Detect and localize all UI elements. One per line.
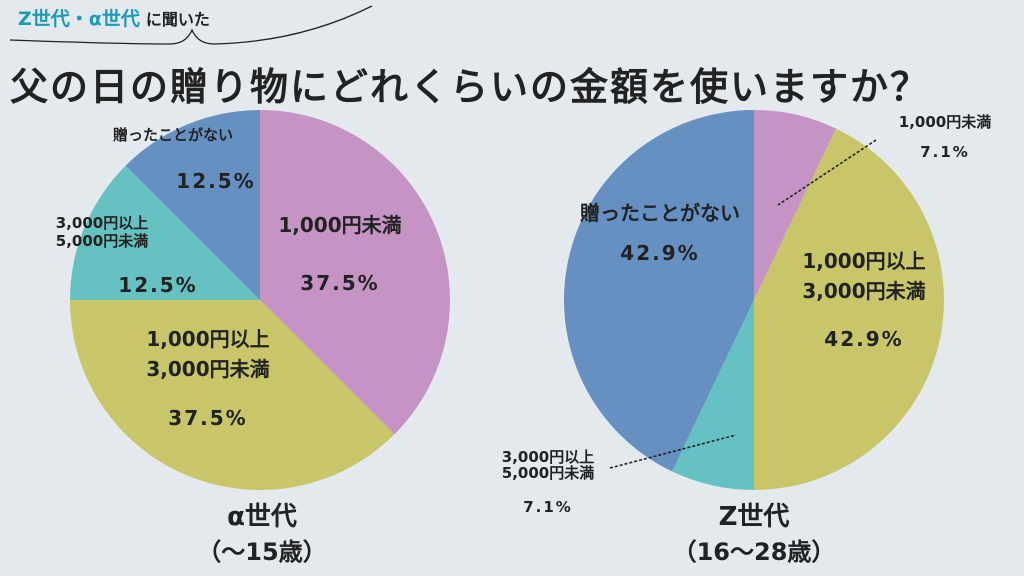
pie-slice-0-3	[125, 110, 260, 300]
slice-label-0-2: 5,000円未満	[56, 232, 148, 250]
pie-slice-1-2	[672, 300, 754, 490]
leader-line-1-0	[777, 139, 877, 206]
pie-slice-1-0	[754, 110, 836, 300]
slice-label-0-3: 贈ったことがない	[113, 126, 233, 144]
slice-label-1-1: 3,000円未満	[802, 279, 925, 303]
subtitle-underline	[9, 5, 373, 45]
slice-value-0-3: 12.5%	[176, 169, 255, 193]
slice-label-1-3: 贈ったことがない	[580, 201, 740, 225]
slice-label-1-1: 1,000円以上	[802, 249, 925, 273]
slice-value-0-0: 37.5%	[300, 271, 379, 295]
pie-slice-0-2	[70, 165, 260, 300]
slice-label-0-1: 3,000円未満	[146, 357, 269, 381]
slice-label-1-0: 1,000円未満	[899, 113, 991, 131]
pie-slice-1-1	[754, 128, 945, 491]
slice-value-0-2: 12.5%	[118, 273, 197, 297]
slice-label-0-0: 1,000円未満	[278, 213, 401, 237]
slice-value-1-1: 42.9%	[824, 327, 903, 351]
chart-title-1: Z世代	[719, 502, 790, 532]
slice-label-0-1: 1,000円以上	[146, 327, 269, 351]
slice-label-1-2: 5,000円未満	[502, 464, 594, 482]
slice-value-1-0: 7.1%	[920, 143, 970, 161]
chart-subtitle-1: （16〜28歳）	[673, 538, 836, 566]
pie-slice-1-3	[563, 110, 754, 472]
slice-label-0-2: 3,000円以上	[56, 214, 148, 232]
pie-slice-0-1	[70, 300, 395, 491]
slice-value-0-1: 37.5%	[168, 406, 247, 430]
page-title: 父の日の贈り物にどれくらいの金額を使いますか？	[10, 65, 931, 109]
pie-slice-0-0	[260, 110, 451, 435]
slice-label-1-2: 3,000円以上	[502, 448, 594, 466]
chart-title-0: α世代	[227, 502, 297, 532]
subtitle-highlight: Z世代・α世代	[18, 8, 140, 30]
chart-subtitle-0: （〜15歳）	[197, 538, 326, 566]
slice-value-1-2: 7.1%	[523, 498, 573, 516]
survey-subtitle: Z世代・α世代 に聞いた	[18, 4, 210, 34]
slice-value-1-3: 42.9%	[620, 241, 699, 265]
leader-line-1-2	[609, 434, 737, 469]
subtitle-rest: に聞いた	[145, 10, 210, 29]
